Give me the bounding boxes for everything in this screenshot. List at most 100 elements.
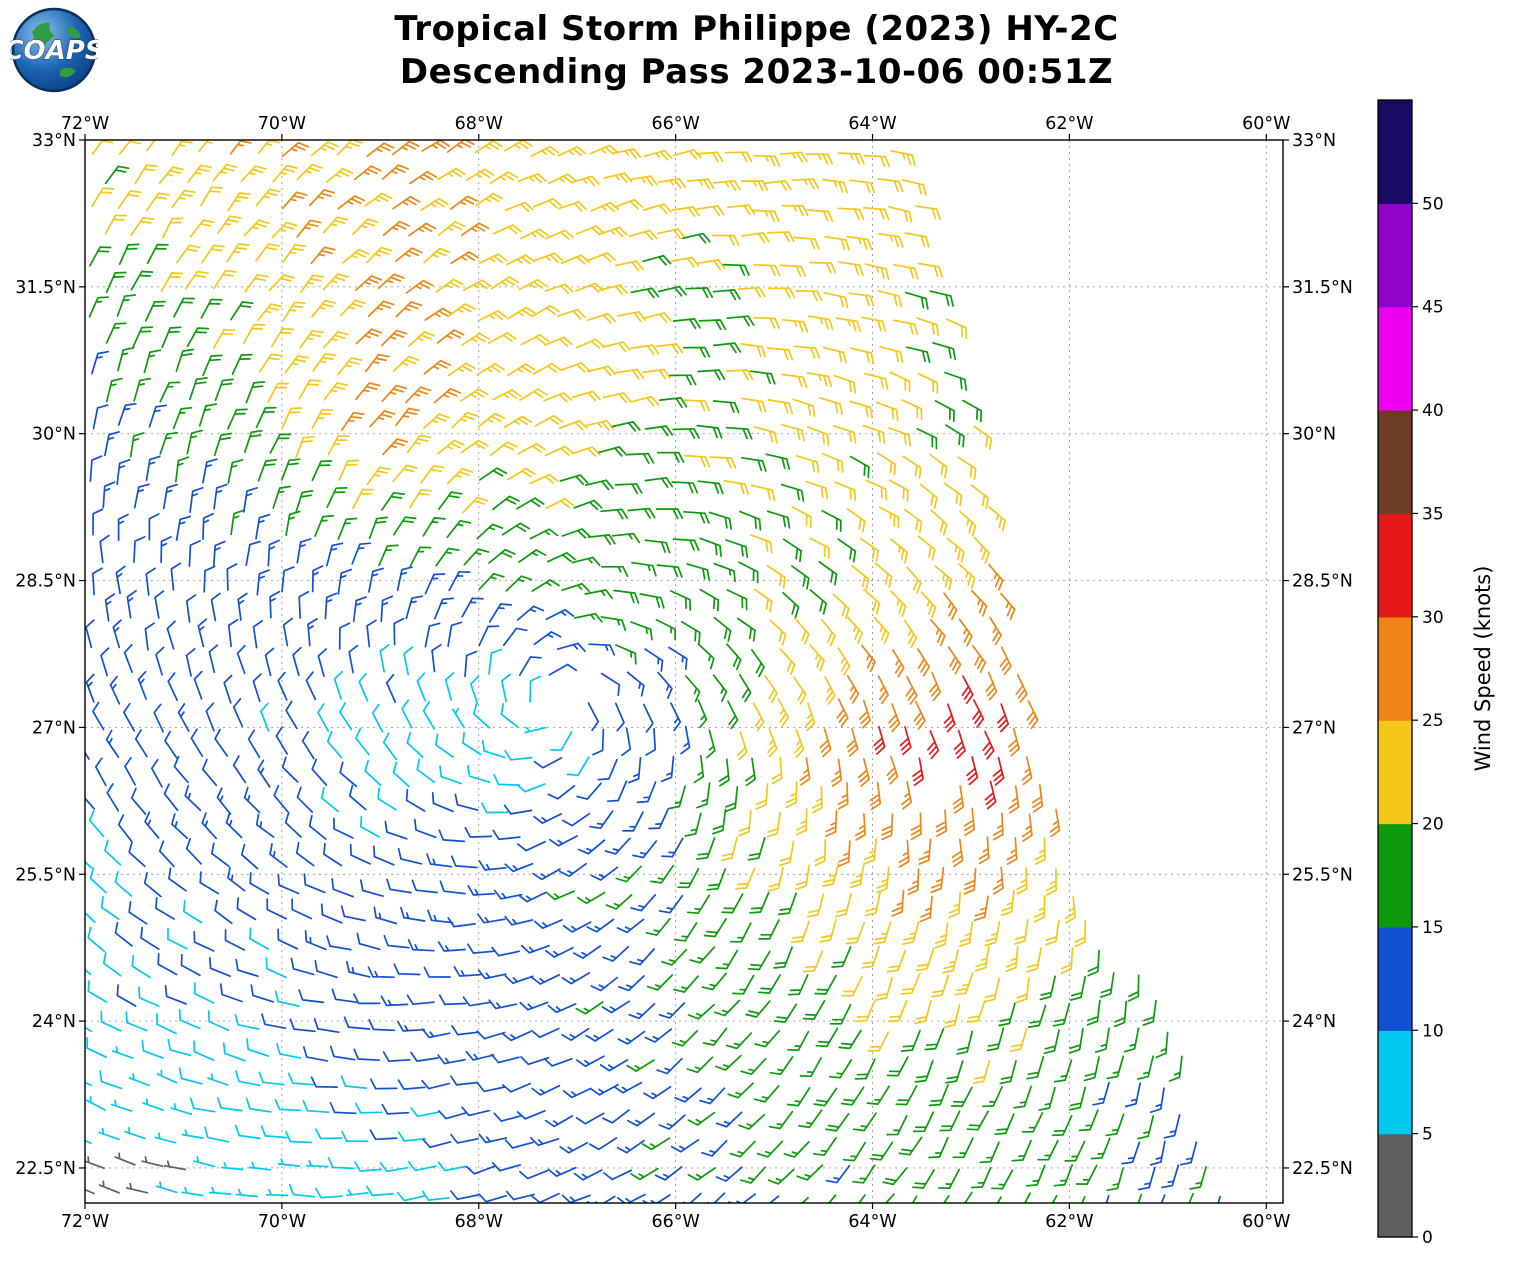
wind-barb bbox=[898, 1136, 923, 1156]
wind-barb bbox=[628, 1003, 656, 1020]
wind-barb bbox=[146, 243, 169, 265]
wind-barb bbox=[299, 329, 324, 349]
wind-barb bbox=[943, 703, 956, 733]
wind-barb bbox=[201, 244, 225, 264]
wind-barb bbox=[942, 949, 959, 974]
wind-barb bbox=[864, 372, 889, 390]
wind-barb bbox=[988, 506, 1007, 532]
wind-barb bbox=[1161, 1164, 1180, 1189]
wind-barb bbox=[643, 149, 673, 161]
wind-barb bbox=[532, 868, 561, 881]
wind-barb bbox=[504, 975, 534, 985]
wind-barb bbox=[671, 1029, 699, 1047]
wind-barb bbox=[123, 702, 135, 732]
wind-barb bbox=[758, 919, 780, 940]
wind-barb bbox=[395, 301, 423, 318]
wind-barb bbox=[645, 727, 657, 756]
wind-barb bbox=[222, 1042, 246, 1062]
colorbar-tick-label: 35 bbox=[1422, 504, 1444, 524]
wind-barb bbox=[749, 370, 776, 385]
wind-barb bbox=[534, 414, 564, 427]
wind-barb bbox=[1123, 1027, 1140, 1053]
wind-barb bbox=[974, 946, 990, 972]
wind-barb bbox=[861, 316, 887, 333]
wind-barb bbox=[274, 1098, 302, 1112]
wind-barb bbox=[282, 617, 293, 647]
wind-barb bbox=[806, 372, 833, 388]
wind-barb bbox=[406, 994, 435, 1006]
wind-barb bbox=[439, 880, 466, 895]
wind-barb bbox=[172, 406, 193, 430]
wind-barb bbox=[260, 1125, 288, 1139]
wind-barb bbox=[863, 588, 881, 615]
wind-barb bbox=[1074, 920, 1087, 948]
wind-barb bbox=[305, 671, 317, 701]
wind-barb bbox=[502, 1030, 532, 1042]
wind-barb bbox=[1000, 592, 1016, 620]
wind-barb bbox=[202, 512, 215, 540]
wind-barb bbox=[145, 455, 161, 482]
wind-barb bbox=[420, 464, 445, 484]
wind-barb bbox=[603, 1169, 633, 1181]
wind-barb bbox=[368, 1018, 396, 1032]
wind-barb bbox=[809, 261, 837, 274]
wind-barb bbox=[809, 537, 830, 560]
wind-barb bbox=[646, 974, 674, 991]
wind-barb bbox=[236, 897, 257, 921]
wind-barb bbox=[947, 646, 962, 675]
wind-barb bbox=[255, 243, 280, 262]
wind-barb bbox=[450, 1075, 479, 1086]
wind-barb bbox=[431, 791, 454, 813]
wind-barb bbox=[835, 317, 862, 333]
wind-barb bbox=[431, 643, 442, 673]
wind-barb bbox=[738, 561, 759, 584]
wind-barb bbox=[371, 703, 384, 733]
wind-barb bbox=[1000, 890, 1015, 917]
wind-barb bbox=[642, 703, 654, 733]
wind-barb bbox=[502, 627, 528, 647]
wind-barb bbox=[180, 953, 201, 977]
y-tick-label-right: 31.5°N bbox=[1292, 278, 1353, 298]
wind-barb bbox=[85, 1139, 92, 1145]
wind-barb bbox=[360, 815, 381, 838]
wind-barb bbox=[351, 542, 372, 565]
wind-barb bbox=[958, 618, 973, 647]
wind-barb bbox=[154, 1132, 177, 1144]
wind-barb bbox=[331, 988, 358, 1004]
wind-barb bbox=[207, 1073, 229, 1086]
wind-barb bbox=[615, 865, 642, 883]
wind-barb bbox=[943, 592, 958, 621]
wind-barb bbox=[903, 508, 923, 534]
wind-barb bbox=[834, 892, 852, 918]
wind-barb bbox=[380, 595, 394, 623]
wind-barb bbox=[492, 829, 521, 841]
wind-barb bbox=[587, 365, 617, 377]
wind-barb bbox=[167, 927, 188, 950]
wind-barb bbox=[782, 538, 803, 563]
wind-barb bbox=[322, 842, 343, 867]
wind-barb bbox=[397, 1131, 427, 1142]
wind-barb bbox=[713, 616, 732, 642]
wind-barb bbox=[112, 619, 122, 649]
wind-barb bbox=[735, 867, 756, 890]
wind-barb bbox=[489, 441, 518, 457]
wind-barb bbox=[613, 589, 640, 604]
wind-barb bbox=[287, 1072, 315, 1086]
wind-barb bbox=[246, 1038, 270, 1057]
wind-barb bbox=[252, 619, 264, 649]
wind-barb bbox=[141, 1156, 164, 1168]
wind-barb bbox=[973, 895, 989, 922]
wind-barb bbox=[1149, 1140, 1166, 1166]
wind-barb bbox=[352, 488, 375, 510]
wind-barb bbox=[420, 197, 449, 211]
wind-barb bbox=[266, 898, 288, 920]
wind-barb bbox=[322, 331, 349, 349]
wind-barb bbox=[674, 1087, 702, 1103]
wind-barb bbox=[213, 483, 228, 510]
wind-barb bbox=[227, 408, 248, 430]
wind-barb bbox=[503, 804, 533, 815]
wind-barb bbox=[639, 593, 665, 609]
wind-barb bbox=[725, 643, 742, 671]
wind-barb bbox=[809, 589, 828, 615]
wind-barb bbox=[573, 499, 603, 511]
